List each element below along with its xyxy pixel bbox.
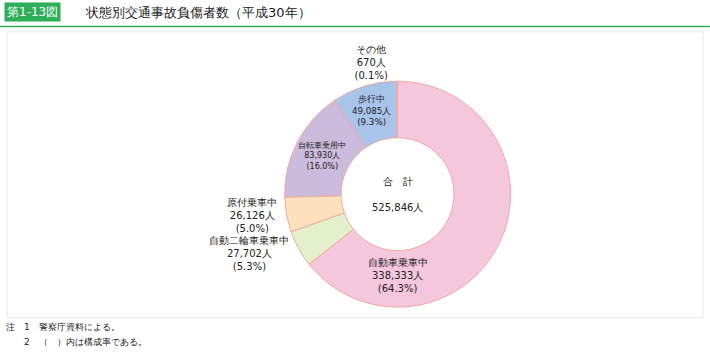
svg-text:第1-13図: 第1-13図	[7, 5, 58, 19]
svg-text:自動車乗車中338,333人(64.3%): 自動車乗車中338,333人(64.3%)	[368, 257, 428, 294]
svg-text:注 1 警察庁資料による。: 注 1 警察庁資料による。	[6, 322, 120, 332]
svg-text:自転車乗用中83,930人(16.0%): 自転車乗用中83,930人(16.0%)	[298, 141, 346, 171]
svg-text:状態別交通事故負傷者数（平成30年）: 状態別交通事故負傷者数（平成30年）	[85, 5, 311, 20]
svg-text:原付乗車中26,126人(5.0%): 原付乗車中26,126人(5.0%)	[227, 197, 277, 234]
svg-text:歩行中49,085人(9.3%): 歩行中49,085人(9.3%)	[352, 94, 391, 127]
svg-text:合 計525,846人: 合 計525,846人	[372, 176, 423, 213]
svg-text:自動二輪車乗車中27,702人(5.3%): 自動二輪車乗車中27,702人(5.3%)	[209, 235, 289, 272]
svg-text:その他670人(0.1%): その他670人(0.1%)	[355, 44, 388, 81]
svg-text:2 （ ）内は構成率である。: 2 （ ）内は構成率である。	[6, 337, 147, 347]
